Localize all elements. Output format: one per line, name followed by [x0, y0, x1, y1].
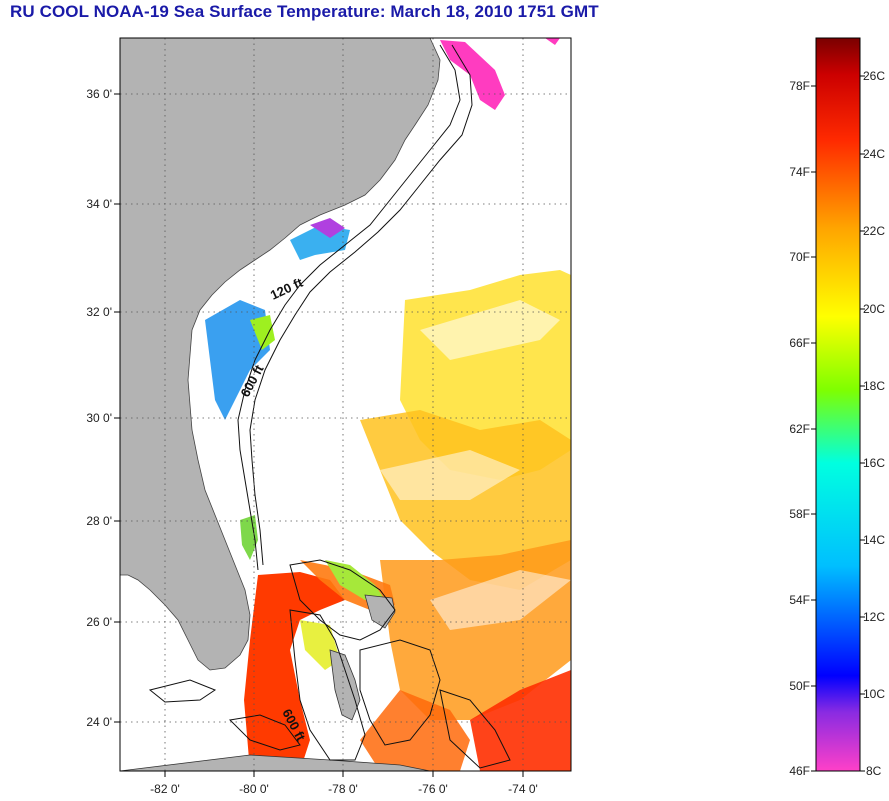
andros-island: [329, 649, 361, 721]
colorbar-c-label: 20C: [863, 302, 885, 316]
lon-tick-label: -80 0': [239, 782, 269, 796]
colorbar-f-label: 74F: [789, 165, 810, 179]
lat-tick-label: 28 0': [86, 514, 112, 528]
colorbar-c-label: 12C: [863, 610, 885, 624]
lat-tick-label: 26 0': [86, 615, 112, 629]
lon-tick-label: -78 0': [328, 782, 358, 796]
colorbar-c-label: 22C: [863, 224, 885, 238]
colorbar-c-label: 8C: [866, 764, 882, 778]
isobath-contours: [148, 44, 511, 769]
colorbar-f-label: 62F: [789, 422, 810, 436]
colorbar-f-label: 70F: [789, 250, 810, 264]
lat-tick-label: 30 0': [86, 411, 112, 425]
colorbar-c-label: 10C: [863, 687, 885, 701]
lat-tick-label: 32 0': [86, 305, 112, 319]
lat-tick-label: 24 0': [86, 715, 112, 729]
lon-tick-label: -74 0': [508, 782, 538, 796]
colorbar-c-label: 14C: [863, 533, 885, 547]
lat-tick-label: 34 0': [86, 197, 112, 211]
colorbar-c-label: 18C: [863, 379, 885, 393]
lon-tick-label: -76 0': [418, 782, 448, 796]
colorbar-c-label: 26C: [863, 69, 885, 83]
colorbar-f-label: 46F: [789, 764, 810, 778]
map-grid: [120, 38, 571, 771]
lon-tick-label: -82 0': [150, 782, 180, 796]
colorbar-c-label: 16C: [863, 456, 885, 470]
colorbar-c-label: 24C: [863, 147, 885, 161]
land-mass: [120, 38, 441, 671]
map-title: RU COOL NOAA-19 Sea Surface Temperature:…: [10, 2, 599, 21]
colorbar-f-label: 78F: [789, 79, 810, 93]
colorbar-f-label: 54F: [789, 593, 810, 607]
colorbar-f-label: 66F: [789, 336, 810, 350]
lat-tick-label: 36 0': [86, 87, 112, 101]
map-frame: [119, 37, 572, 772]
colorbar: 78F 74F 70F 66F 62F 58F 54F 50F 46F 26C …: [789, 37, 885, 778]
colorbar-f-label: 58F: [789, 507, 810, 521]
colorbar-f-label: 50F: [789, 679, 810, 693]
